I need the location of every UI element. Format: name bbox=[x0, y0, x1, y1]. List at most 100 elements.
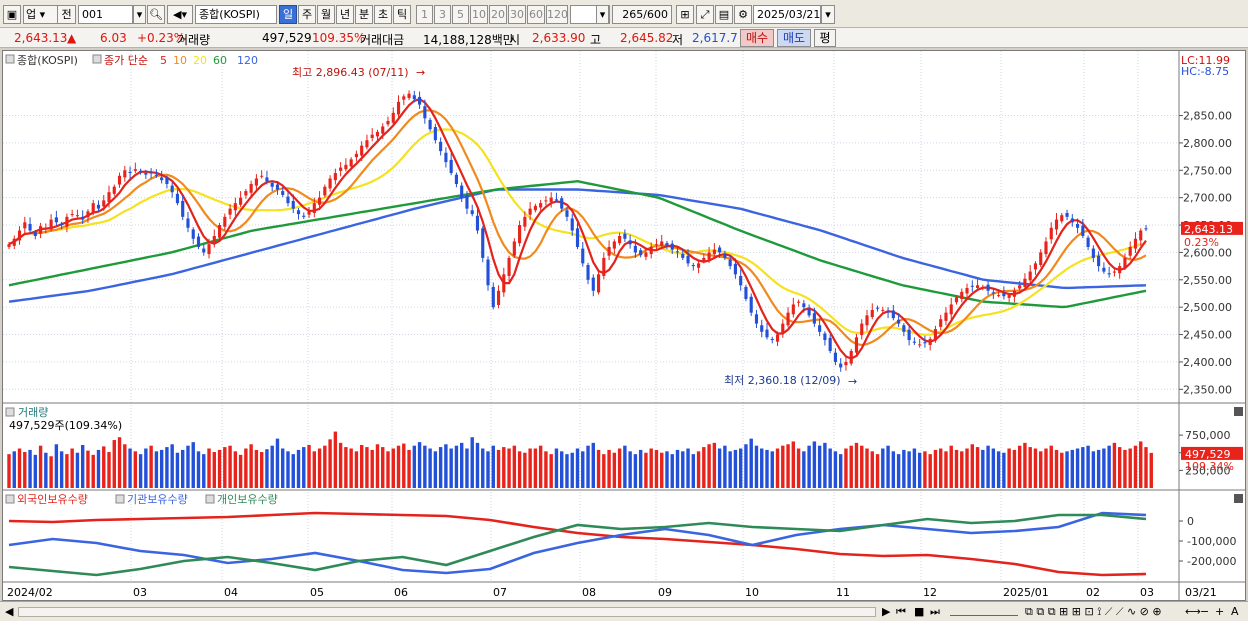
volume-bar bbox=[491, 445, 495, 488]
minus-icon[interactable]: − bbox=[1200, 605, 1210, 618]
text-tool-icon[interactable]: A bbox=[1231, 605, 1239, 618]
scroll-right-icon[interactable]: ▶ bbox=[882, 605, 891, 618]
interval-button-10[interactable]: 10 bbox=[470, 5, 488, 24]
code-input[interactable]: 001 bbox=[78, 5, 133, 24]
volume-bar bbox=[981, 449, 985, 488]
period-button-4[interactable]: 분 bbox=[355, 5, 373, 24]
search-icon[interactable]: 🔍︎ bbox=[147, 5, 165, 24]
settings-icon[interactable]: ⚙ bbox=[734, 5, 752, 24]
volume-bar bbox=[617, 448, 622, 488]
candle-body bbox=[975, 285, 980, 289]
candle-body bbox=[196, 236, 201, 247]
volume-bar bbox=[165, 447, 169, 488]
volume-value: 497,529 bbox=[262, 31, 312, 45]
volume-bar bbox=[891, 451, 896, 488]
candle-body bbox=[75, 215, 80, 217]
interval-dropdown-icon[interactable]: ▾ bbox=[596, 5, 609, 24]
candle-body bbox=[712, 249, 716, 255]
plus-icon[interactable]: + bbox=[1215, 605, 1225, 618]
volume-bar bbox=[970, 444, 974, 488]
eval-button[interactable]: 평 bbox=[814, 29, 836, 47]
sound-icon[interactable]: ◀▾ bbox=[167, 5, 193, 24]
candle-body bbox=[691, 265, 695, 267]
window-icons[interactable]: ⧉ ⧉ ⧉ ⊞ ⊞ ⊡ ⟟ ⟋ ⟋ ∿ ⊘ ⊕ bbox=[1025, 605, 1162, 618]
candle-body bbox=[654, 244, 659, 246]
volume-bar bbox=[417, 442, 422, 488]
period-button-1[interactable]: 주 bbox=[298, 5, 316, 24]
period-button-3[interactable]: 년 bbox=[336, 5, 354, 24]
volume-bar bbox=[738, 448, 743, 488]
volume-bar bbox=[654, 449, 659, 488]
month-label: 2024/02 bbox=[7, 586, 53, 599]
interval-button-5[interactable]: 5 bbox=[452, 5, 469, 24]
volume-bar bbox=[1007, 448, 1011, 488]
interval-button-1[interactable]: 1 bbox=[416, 5, 433, 24]
period-button-0[interactable]: 일 bbox=[279, 5, 297, 24]
volume-bar bbox=[291, 454, 295, 488]
candle-body bbox=[302, 215, 306, 217]
period-button-5[interactable]: 초 bbox=[374, 5, 392, 24]
volume-bar bbox=[244, 448, 248, 488]
volume-bar bbox=[544, 451, 548, 488]
trend-tool-icon[interactable]: ⤢ bbox=[696, 5, 714, 24]
candle-body bbox=[365, 140, 369, 148]
candle-body bbox=[354, 153, 358, 158]
candle-body bbox=[81, 216, 85, 220]
buy-button[interactable]: 매수 bbox=[740, 29, 774, 47]
save-icon[interactable]: ▤ bbox=[715, 5, 733, 24]
zoom-slider[interactable] bbox=[950, 608, 1018, 616]
interval-button-60[interactable]: 60 bbox=[527, 5, 545, 24]
interval-button-3[interactable]: 3 bbox=[434, 5, 451, 24]
ma-period-label: 60 bbox=[213, 54, 227, 67]
candle-body bbox=[728, 259, 732, 267]
market-select[interactable]: 업 ▾ bbox=[23, 5, 59, 24]
chart-type-icon[interactable]: ⊞ bbox=[676, 5, 694, 24]
prev-button[interactable]: 전 bbox=[57, 5, 76, 24]
volume-bar bbox=[628, 451, 632, 488]
volume-bar bbox=[849, 445, 853, 488]
candle-body bbox=[102, 200, 106, 207]
chart-area[interactable]: 2024/02 03 04 05 06 07 08 09 10 11 12 2025/01 02 03 03… bbox=[2, 50, 1246, 601]
first-icon[interactable]: ⏮ bbox=[896, 605, 906, 618]
volume-bar bbox=[1054, 449, 1059, 488]
volume-bar bbox=[791, 441, 796, 488]
volume-bar bbox=[7, 454, 11, 488]
volume-bar bbox=[138, 454, 143, 488]
candle-body bbox=[239, 197, 243, 205]
interval-button-20[interactable]: 20 bbox=[489, 5, 507, 24]
date-input[interactable]: 2025/03/21 bbox=[753, 5, 821, 24]
volume-bar bbox=[575, 448, 580, 488]
stop-icon[interactable]: ■ bbox=[914, 605, 925, 618]
volume-bar bbox=[1070, 449, 1075, 488]
volume-bar bbox=[865, 448, 869, 488]
candle-body bbox=[570, 218, 574, 231]
ma-period-label: 20 bbox=[193, 54, 207, 67]
period-button-6[interactable]: 틱 bbox=[393, 5, 411, 24]
ma-label: 종가 단순 bbox=[104, 54, 148, 67]
volume-bar bbox=[1112, 442, 1117, 488]
date-picker-icon[interactable]: ▾ bbox=[821, 5, 835, 24]
count-field[interactable]: 265/600 bbox=[612, 5, 672, 24]
last-icon[interactable]: ⏭ bbox=[930, 605, 940, 618]
chart-window-icon[interactable]: ▣ bbox=[3, 5, 21, 24]
candle-body bbox=[260, 175, 264, 177]
scroll-left-icon[interactable]: ◀ bbox=[5, 605, 14, 618]
volume-bar bbox=[538, 445, 543, 488]
candle-body bbox=[149, 172, 153, 174]
volume-last-label: 497,529주(109.34%) bbox=[9, 419, 122, 432]
sell-button[interactable]: 매도 bbox=[777, 29, 811, 47]
code-dropdown-icon[interactable]: ▾ bbox=[133, 5, 146, 24]
low-annotation: 최저 2,360.18 (12/09) bbox=[724, 374, 841, 387]
candle-body bbox=[675, 251, 680, 253]
volume-bar bbox=[107, 452, 111, 488]
interval-button-30[interactable]: 30 bbox=[508, 5, 526, 24]
quote-bar: 2,643.13 ▲ 6.03 +0.23% 거래량 497,529 109.3… bbox=[0, 28, 1248, 48]
zoom-out-icon[interactable]: ⟷ bbox=[1185, 605, 1201, 618]
volume-bar bbox=[338, 442, 343, 488]
interval-button-120[interactable]: 120 bbox=[546, 5, 568, 24]
scroll-track[interactable] bbox=[18, 607, 876, 617]
candle-body bbox=[28, 223, 32, 231]
volume-bar bbox=[307, 444, 311, 488]
candle-body bbox=[607, 246, 611, 256]
period-button-2[interactable]: 월 bbox=[317, 5, 335, 24]
